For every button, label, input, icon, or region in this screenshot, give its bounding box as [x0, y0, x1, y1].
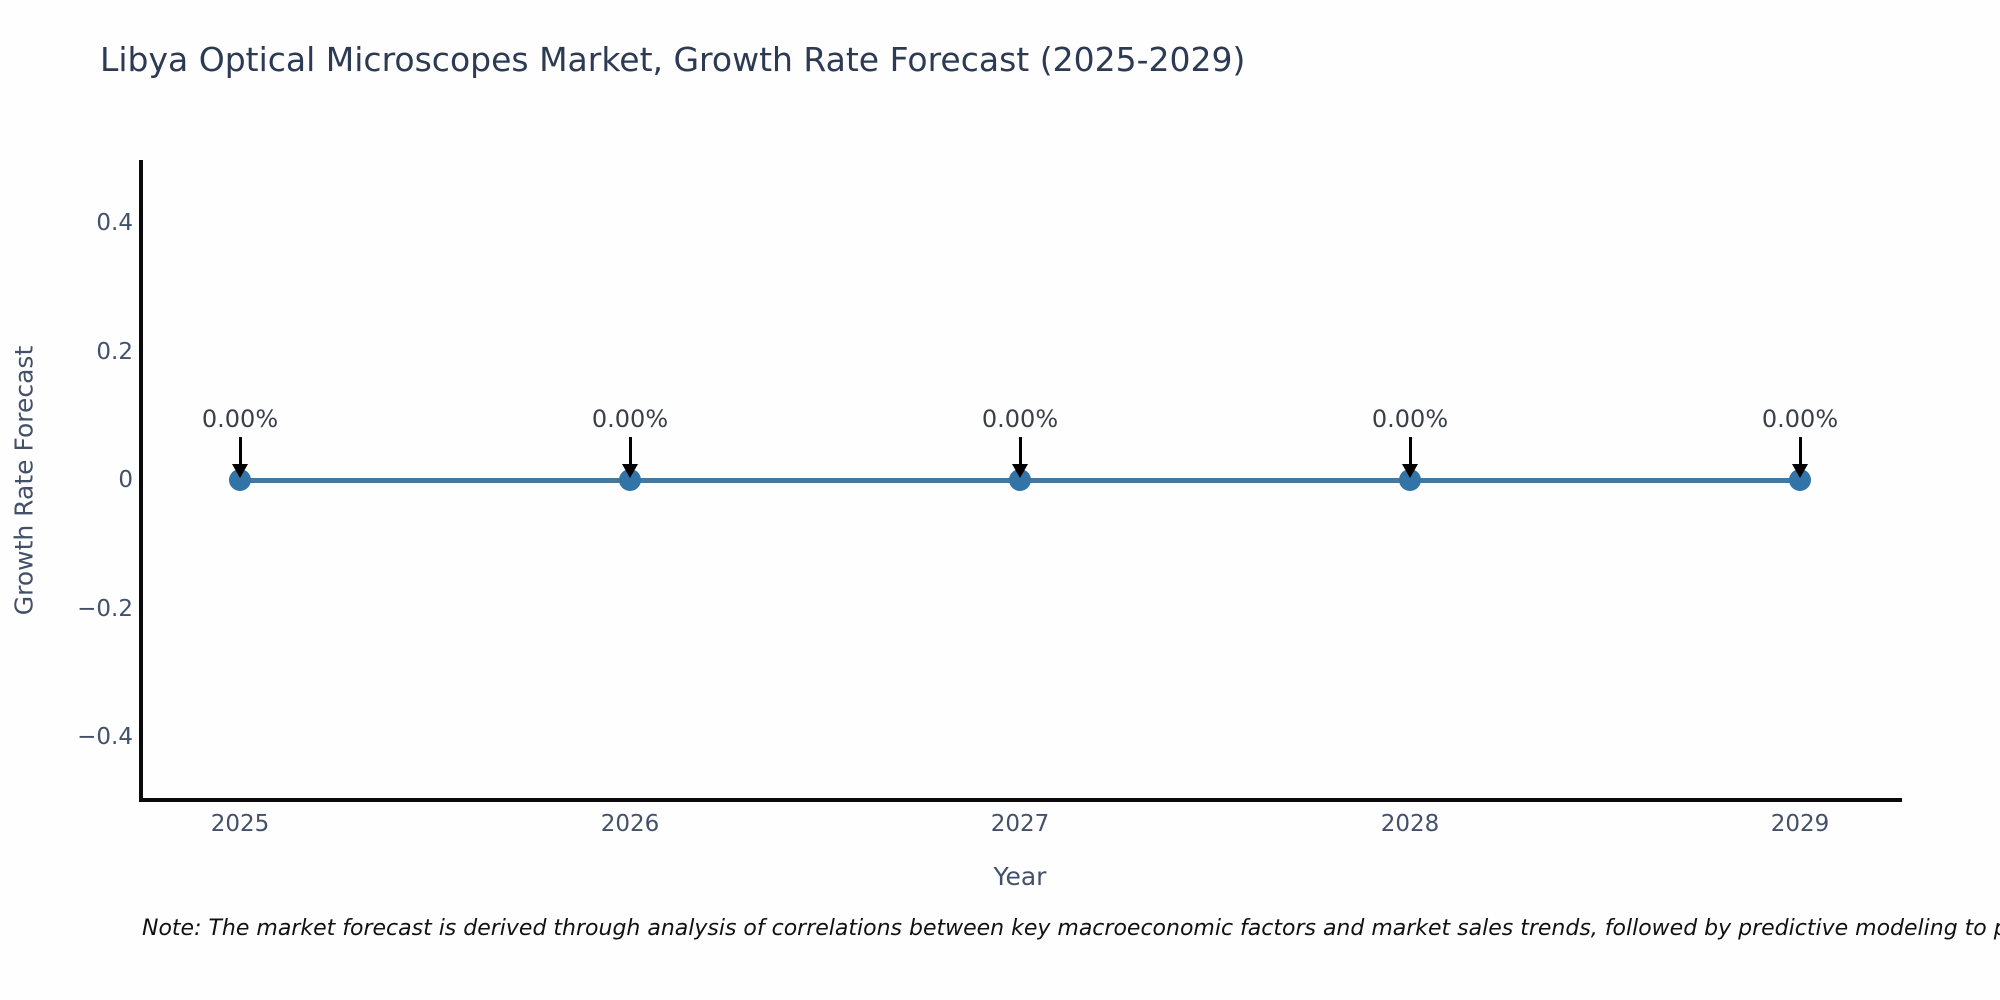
annotation-arrowhead-icon — [1792, 464, 1808, 478]
annotation-arrow-stem — [238, 437, 242, 465]
annotation-arrowhead-icon — [232, 464, 248, 478]
y-axis-line — [139, 160, 143, 802]
annotation-arrow-stem — [1798, 437, 1802, 465]
y-tick-label: 0.2 — [96, 338, 133, 365]
annotation-arrow-stem — [1408, 437, 1412, 465]
x-tick-label: 2028 — [1380, 811, 1440, 837]
chart-title: Libya Optical Microscopes Market, Growth… — [100, 40, 1246, 79]
y-tick-label: −0.2 — [77, 595, 133, 622]
x-axis-line — [139, 798, 1902, 802]
x-tick-label: 2025 — [210, 811, 270, 837]
annotation-arrow-stem — [1018, 437, 1022, 465]
point-annotation-label: 0.00% — [201, 405, 279, 433]
x-tick-label: 2027 — [990, 811, 1050, 837]
annotation-arrow-stem — [628, 437, 632, 465]
annotation-arrowhead-icon — [622, 464, 638, 478]
y-tick-label: −0.4 — [77, 724, 133, 750]
point-annotation-label: 0.00% — [1761, 405, 1839, 433]
annotation-arrowhead-icon — [1402, 464, 1418, 478]
x-tick-label: 2029 — [1770, 811, 1830, 837]
y-tick-label: 0.4 — [96, 210, 133, 236]
x-axis-title: Year — [993, 862, 1047, 891]
y-tick-label: 0 — [118, 467, 133, 493]
point-annotation-label: 0.00% — [981, 405, 1059, 433]
footnote: Note: The market forecast is derived thr… — [142, 916, 2000, 941]
point-annotation-label: 0.00% — [1371, 405, 1449, 433]
point-annotation-label: 0.00% — [591, 405, 669, 433]
x-tick-label: 2026 — [600, 811, 660, 837]
annotation-arrowhead-icon — [1012, 464, 1028, 478]
